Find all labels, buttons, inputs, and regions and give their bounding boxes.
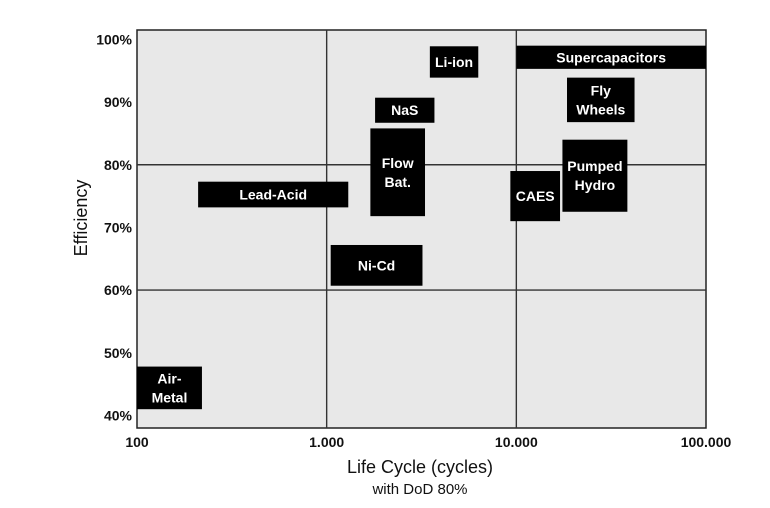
technology-label: Pumped — [567, 158, 622, 174]
y-tick-label: 80% — [104, 157, 133, 173]
x-tick-label: 10.000 — [495, 434, 538, 450]
technology-label: Air- — [157, 370, 181, 386]
technology-box — [137, 366, 202, 410]
x-axis-label: Life Cycle (cycles) — [347, 457, 493, 477]
technology-label: Wheels — [576, 101, 625, 117]
technology-box — [510, 171, 561, 222]
y-axis-label: Efficiency — [71, 180, 91, 257]
technology-box — [567, 77, 635, 123]
technology-label: Bat. — [384, 174, 410, 190]
technology-label: Li-ion — [435, 54, 473, 70]
y-tick-label: 90% — [104, 94, 133, 110]
technology-label: Ni-Cd — [358, 257, 395, 273]
x-tick-label: 100 — [125, 434, 149, 450]
technology-label: Metal — [152, 389, 188, 405]
technology-box — [562, 139, 628, 212]
technology-label: Lead-Acid — [239, 187, 307, 203]
technology-label: Hydro — [575, 177, 615, 193]
technology-label: Supercapacitors — [556, 49, 666, 65]
plot-area: 100 1.000 10.000 100.000 40% 50% 60% 70% 80% 90% 1… — [96, 29, 732, 450]
technology-label: NaS — [391, 102, 418, 118]
technology-label: Fly — [591, 82, 611, 98]
y-tick-label: 50% — [104, 345, 133, 361]
technology-box — [429, 46, 479, 78]
x-axis-sublabel: with DoD 80% — [371, 481, 467, 498]
technology-label: CAES — [516, 188, 555, 204]
x-tick-label: 100.000 — [681, 434, 732, 450]
technology-box — [198, 181, 349, 208]
technology-label: Flow — [382, 155, 414, 171]
technology-box — [330, 244, 423, 286]
y-tick-label: 70% — [104, 219, 133, 235]
y-tick-label: 40% — [104, 407, 133, 423]
technology-box — [516, 45, 706, 69]
y-tick-label: 100% — [96, 31, 132, 47]
technology-box — [370, 128, 426, 217]
x-tick-label: 1.000 — [309, 434, 344, 450]
y-tick-label: 60% — [104, 282, 133, 298]
technology-box — [375, 97, 435, 123]
